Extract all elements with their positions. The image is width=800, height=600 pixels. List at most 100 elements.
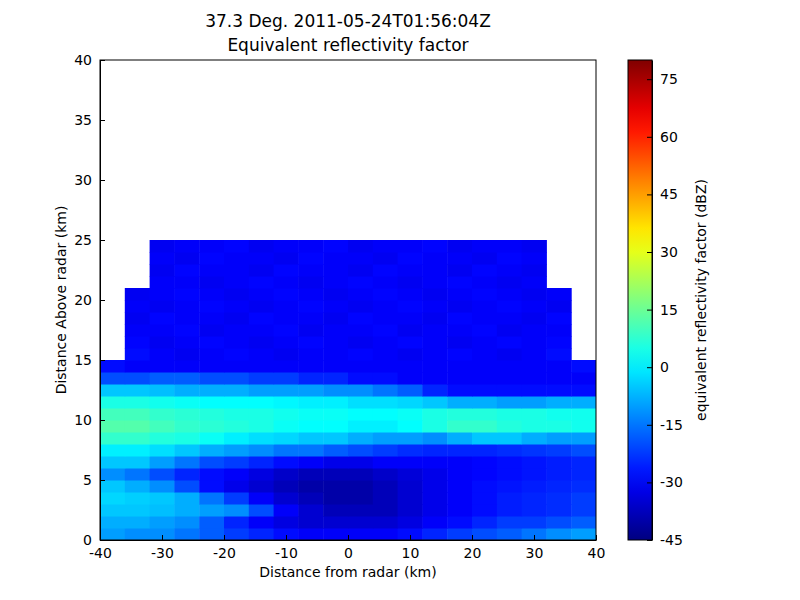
cell xyxy=(398,480,423,493)
cell xyxy=(497,492,522,505)
cell xyxy=(398,492,423,505)
cell xyxy=(199,264,224,277)
cell xyxy=(150,360,175,373)
cell xyxy=(571,384,596,397)
cell xyxy=(348,300,373,313)
cell xyxy=(447,384,472,397)
cell xyxy=(199,432,224,445)
tick-label: 0 xyxy=(344,545,353,561)
tick-mark xyxy=(100,480,105,481)
cell xyxy=(274,288,299,301)
cell xyxy=(323,396,348,409)
cell xyxy=(174,252,199,265)
cell xyxy=(150,240,175,253)
cell xyxy=(546,456,571,469)
cell xyxy=(398,252,423,265)
cell xyxy=(125,444,150,457)
cell xyxy=(546,432,571,445)
cell xyxy=(199,528,224,540)
cell xyxy=(373,420,398,433)
cell xyxy=(100,504,125,517)
cell xyxy=(100,456,125,469)
tick: 40 xyxy=(74,52,105,68)
cell xyxy=(150,420,175,433)
cell xyxy=(224,444,249,457)
cell xyxy=(323,264,348,277)
cell xyxy=(522,408,547,421)
cell xyxy=(174,432,199,445)
cell xyxy=(125,504,150,517)
cell xyxy=(422,324,447,337)
cell xyxy=(447,528,472,540)
cell xyxy=(571,360,596,373)
cell xyxy=(323,504,348,517)
cell xyxy=(522,240,547,253)
tick: 10 xyxy=(74,412,105,428)
tick-mark xyxy=(100,60,105,61)
tick-label: 45 xyxy=(660,186,678,202)
cell xyxy=(497,372,522,385)
cell xyxy=(150,384,175,397)
cell xyxy=(100,432,125,445)
cell xyxy=(497,348,522,361)
cell xyxy=(546,288,571,301)
cell xyxy=(497,468,522,481)
cell xyxy=(447,432,472,445)
cell xyxy=(546,300,571,313)
cell xyxy=(546,324,571,337)
cell xyxy=(323,492,348,505)
cell xyxy=(571,516,596,529)
cell xyxy=(274,480,299,493)
tick: -30 xyxy=(647,474,683,490)
cell xyxy=(125,468,150,481)
cell xyxy=(571,492,596,505)
cell xyxy=(497,456,522,469)
cell xyxy=(199,324,224,337)
cell xyxy=(125,348,150,361)
cell xyxy=(398,324,423,337)
cell xyxy=(472,456,497,469)
cell xyxy=(398,264,423,277)
cell xyxy=(422,468,447,481)
cell xyxy=(224,252,249,265)
cell xyxy=(174,324,199,337)
cell xyxy=(522,324,547,337)
cell xyxy=(298,324,323,337)
cell xyxy=(447,348,472,361)
cell xyxy=(398,360,423,373)
cell xyxy=(249,288,274,301)
tick-mark xyxy=(647,252,652,253)
chart: -40-30-20-10010203040051015202530354037.… xyxy=(0,0,800,600)
cell xyxy=(199,288,224,301)
cell xyxy=(348,252,373,265)
cell xyxy=(373,504,398,517)
cell xyxy=(224,372,249,385)
cell xyxy=(174,480,199,493)
cell xyxy=(249,420,274,433)
cell xyxy=(348,240,373,253)
cell xyxy=(546,372,571,385)
cell xyxy=(100,492,125,505)
cell xyxy=(323,240,348,253)
cell xyxy=(125,528,150,540)
cell xyxy=(323,444,348,457)
cell xyxy=(398,300,423,313)
tick: 75 xyxy=(647,71,678,87)
tick: -15 xyxy=(647,417,683,433)
cell xyxy=(447,408,472,421)
cell xyxy=(323,432,348,445)
cell xyxy=(249,372,274,385)
cell xyxy=(298,480,323,493)
axis-line xyxy=(101,540,597,541)
cell xyxy=(497,528,522,540)
tick-mark xyxy=(647,137,652,138)
cell xyxy=(447,336,472,349)
cell xyxy=(546,336,571,349)
cell xyxy=(422,348,447,361)
cell xyxy=(571,396,596,409)
colorbar xyxy=(628,60,652,540)
cell xyxy=(174,456,199,469)
cell xyxy=(422,408,447,421)
y-axis-title: Distance Above radar (km) xyxy=(53,206,69,395)
cell xyxy=(224,492,249,505)
